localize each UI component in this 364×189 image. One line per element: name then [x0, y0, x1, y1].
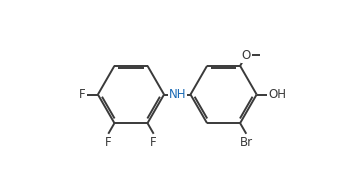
- Text: F: F: [105, 136, 112, 149]
- Text: Br: Br: [240, 136, 253, 149]
- Text: NH: NH: [169, 88, 186, 101]
- Text: OH: OH: [268, 88, 286, 101]
- Text: O: O: [242, 49, 251, 62]
- Text: F: F: [150, 136, 157, 149]
- Text: F: F: [79, 88, 86, 101]
